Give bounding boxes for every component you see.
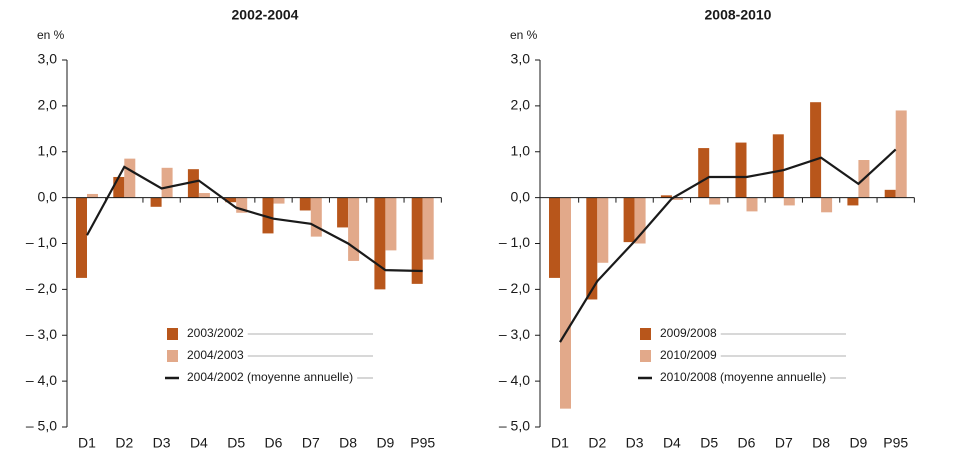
legend-swatch bbox=[167, 328, 178, 340]
x-tick-label: D8 bbox=[339, 435, 357, 451]
line bbox=[86, 165, 423, 273]
bar bbox=[746, 197, 758, 212]
x-tick-label: D9 bbox=[376, 435, 394, 451]
line bbox=[559, 148, 897, 343]
y-tick-label: 3,0 bbox=[38, 51, 58, 67]
y-tick-label: – 3,0 bbox=[26, 326, 57, 342]
x-tick-label: D2 bbox=[588, 435, 606, 451]
bar bbox=[709, 197, 721, 205]
bar bbox=[411, 197, 423, 284]
x-tick-label: D6 bbox=[265, 435, 283, 451]
legend-swatch bbox=[167, 350, 178, 362]
legend-label: 2004/2003 bbox=[187, 348, 244, 362]
x-tick-label: D7 bbox=[302, 435, 320, 451]
bar bbox=[150, 197, 162, 207]
x-tick-label: P95 bbox=[883, 435, 908, 451]
x-tick-label: D6 bbox=[738, 435, 756, 451]
bar bbox=[374, 197, 386, 290]
y-tick-label: – 4,0 bbox=[499, 372, 530, 388]
x-tick-label: D5 bbox=[700, 435, 718, 451]
bar bbox=[586, 197, 598, 300]
bar bbox=[225, 197, 237, 203]
bar bbox=[895, 110, 907, 198]
x-tick-label: D8 bbox=[812, 435, 830, 451]
x-tick-label: D4 bbox=[663, 435, 681, 451]
bar bbox=[884, 189, 896, 198]
bar bbox=[698, 148, 710, 198]
bar bbox=[299, 197, 311, 211]
bar bbox=[623, 197, 635, 243]
bar bbox=[124, 158, 136, 198]
x-tick-label: P95 bbox=[410, 435, 435, 451]
legend-label: 2010/2008 (moyenne annuelle) bbox=[660, 370, 826, 384]
y-tick-label: 2,0 bbox=[511, 97, 531, 113]
y-tick-label: – 3,0 bbox=[499, 326, 530, 342]
y-tick-label: 0,0 bbox=[511, 188, 531, 204]
bar bbox=[76, 197, 87, 278]
x-tick-label: D3 bbox=[153, 435, 171, 451]
bar bbox=[560, 197, 571, 409]
bar bbox=[385, 197, 397, 251]
bar bbox=[549, 197, 560, 278]
x-tick-label: D1 bbox=[78, 435, 96, 451]
y-tick-label: 1,0 bbox=[511, 142, 531, 158]
bar bbox=[810, 102, 822, 198]
x-tick-label: D2 bbox=[115, 435, 133, 451]
bar bbox=[113, 176, 125, 198]
y-tick-label: – 4,0 bbox=[26, 372, 57, 388]
bar bbox=[187, 169, 199, 198]
bar bbox=[735, 142, 747, 198]
bar bbox=[660, 195, 672, 198]
bar bbox=[262, 197, 274, 234]
x-tick-label: D3 bbox=[626, 435, 644, 451]
chart-title: 2008-2010 bbox=[705, 7, 772, 23]
y-tick-label: 1,0 bbox=[38, 142, 58, 158]
y-axis-label: en % bbox=[510, 28, 538, 42]
bar bbox=[847, 197, 859, 206]
x-tick-label: D5 bbox=[227, 435, 245, 451]
bar bbox=[348, 197, 360, 261]
x-tick-label: D7 bbox=[775, 435, 793, 451]
bar bbox=[671, 197, 683, 200]
legend-label: 2003/2002 bbox=[187, 326, 244, 340]
bar bbox=[87, 193, 98, 198]
legend-swatch bbox=[640, 350, 651, 362]
y-tick-label: – 2,0 bbox=[499, 280, 530, 296]
legend-label: 2010/2009 bbox=[660, 348, 717, 362]
y-tick-label: – 5,0 bbox=[499, 418, 530, 434]
legend-label: 2004/2002 (moyenne annuelle) bbox=[187, 370, 353, 384]
bar bbox=[198, 193, 210, 198]
bar bbox=[337, 197, 349, 228]
y-axis-label: en % bbox=[37, 28, 65, 42]
y-tick-label: 3,0 bbox=[511, 51, 531, 67]
y-tick-label: – 5,0 bbox=[26, 418, 57, 434]
chart-title: 2002-2004 bbox=[232, 7, 299, 23]
x-tick-label: D1 bbox=[551, 435, 569, 451]
bar bbox=[273, 197, 285, 204]
bar bbox=[783, 197, 795, 206]
bar bbox=[821, 197, 833, 213]
bar bbox=[236, 197, 248, 213]
y-tick-label: – 2,0 bbox=[26, 280, 57, 296]
y-tick-label: 0,0 bbox=[38, 188, 58, 204]
y-tick-label: – 1,0 bbox=[26, 234, 57, 250]
legend-swatch bbox=[640, 328, 651, 340]
bar bbox=[310, 197, 322, 237]
bar bbox=[634, 197, 646, 244]
x-tick-label: D9 bbox=[849, 435, 867, 451]
bar bbox=[161, 167, 173, 198]
bar bbox=[422, 197, 434, 260]
legend-label: 2009/2008 bbox=[660, 326, 717, 340]
x-tick-label: D4 bbox=[190, 435, 208, 451]
bar bbox=[772, 134, 784, 198]
bar bbox=[597, 197, 609, 263]
y-tick-label: 2,0 bbox=[38, 97, 58, 113]
y-tick-label: – 1,0 bbox=[499, 234, 530, 250]
